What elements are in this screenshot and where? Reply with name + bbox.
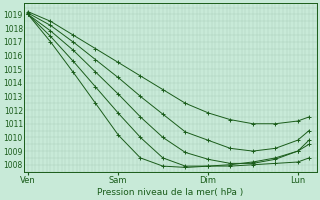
X-axis label: Pression niveau de la mer( hPa ): Pression niveau de la mer( hPa ) [97,188,244,197]
